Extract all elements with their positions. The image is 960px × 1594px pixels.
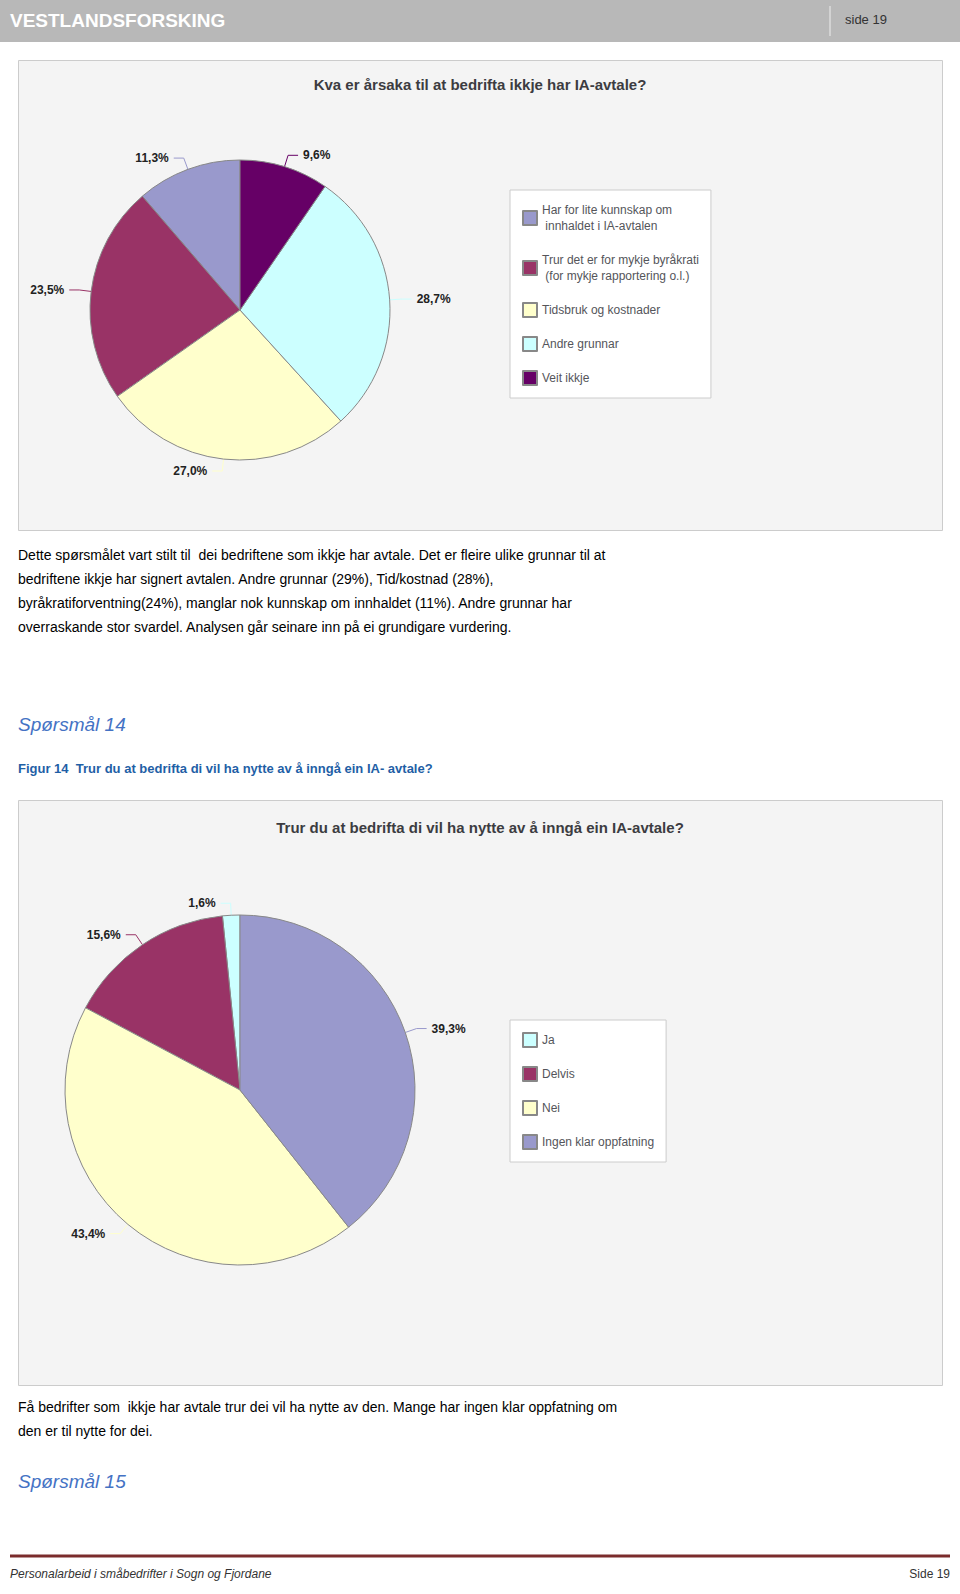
svg-text:Trur det er for mykje byråkrat: Trur det er for mykje byråkrati <box>542 253 699 267</box>
svg-text:1,6%: 1,6% <box>188 896 216 910</box>
svg-text:Tidsbruk og kostnader: Tidsbruk og kostnader <box>542 303 660 317</box>
svg-text:den er til nytte for dei.: den er til nytte for dei. <box>18 1423 153 1439</box>
svg-text:Ja: Ja <box>542 1033 555 1047</box>
svg-text:Har for lite kunnskap om: Har for lite kunnskap om <box>542 203 672 217</box>
svg-text:Trur du at bedrifta di vil ha: Trur du at bedrifta di vil ha nytte av å… <box>276 819 684 836</box>
svg-text:9,6%: 9,6% <box>303 148 331 162</box>
svg-text:Dette spørsmålet vart stilt ti: Dette spørsmålet vart stilt til dei bedr… <box>18 547 606 563</box>
svg-text:Få bedrifter som ikkje har av: Få bedrifter som ikkje har avtale trur d… <box>18 1399 617 1415</box>
svg-text:43,4%: 43,4% <box>71 1227 105 1241</box>
svg-text:bedriftene ikkje har signert a: bedriftene ikkje har signert avtalen. An… <box>18 571 493 587</box>
svg-text:23,5%: 23,5% <box>30 283 64 297</box>
svg-text:39,3%: 39,3% <box>432 1022 466 1036</box>
svg-text:15,6%: 15,6% <box>87 928 121 942</box>
svg-text:Ingen klar oppfatning: Ingen klar oppfatning <box>542 1135 654 1149</box>
svg-text:Spørsmål 15: Spørsmål 15 <box>18 1471 126 1492</box>
svg-text:Andre grunnar: Andre grunnar <box>542 337 619 351</box>
svg-text:Personalarbeid i småbedrifter: Personalarbeid i småbedrifter i Sogn og … <box>10 1567 272 1581</box>
svg-text:byråkratiforventning(24%), man: byråkratiforventning(24%), manglar nok k… <box>18 595 572 611</box>
svg-text:28,7%: 28,7% <box>417 292 451 306</box>
svg-text:(for mykje rapportering o.l.): (for mykje rapportering o.l.) <box>542 269 689 283</box>
svg-text:Side 19: Side 19 <box>909 1567 950 1581</box>
svg-text:side 19: side 19 <box>845 12 887 27</box>
svg-text:Veit ikkje: Veit ikkje <box>542 371 590 385</box>
svg-text:27,0%: 27,0% <box>173 464 207 478</box>
svg-text:VESTLANDSFORSKING: VESTLANDSFORSKING <box>10 10 225 31</box>
svg-text:Delvis: Delvis <box>542 1067 575 1081</box>
svg-text:Spørsmål 14: Spørsmål 14 <box>18 714 126 735</box>
svg-text:Kva er årsaka til at bedrifta: Kva er årsaka til at bedrifta ikkje har … <box>314 76 647 93</box>
svg-text:Figur 14 Trur du at bedrifta: Figur 14 Trur du at bedrifta di vil ha n… <box>18 761 433 776</box>
svg-text:11,3%: 11,3% <box>135 151 169 165</box>
svg-text:innhaldet i IA-avtalen: innhaldet i IA-avtalen <box>542 219 657 233</box>
svg-text:Nei: Nei <box>542 1101 560 1115</box>
svg-text:overraskande stor svardel. Ana: overraskande stor svardel. Analysen går … <box>18 619 511 635</box>
